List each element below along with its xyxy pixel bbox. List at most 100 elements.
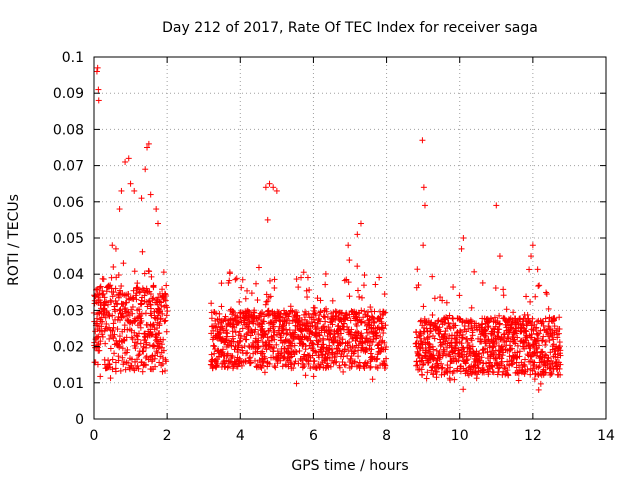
data-point [144, 322, 151, 329]
data-point [129, 336, 136, 343]
data-point [150, 284, 157, 291]
data-point [213, 363, 220, 370]
data-point [208, 300, 215, 307]
data-point [234, 349, 241, 356]
data-point [126, 319, 133, 326]
data-point [155, 309, 162, 316]
data-point [110, 289, 117, 296]
data-point [147, 291, 154, 298]
data-point [309, 322, 316, 329]
data-point [289, 308, 296, 315]
data-point [500, 292, 507, 299]
data-point [136, 306, 143, 313]
data-point [139, 248, 146, 255]
data-point [208, 315, 215, 322]
data-point [322, 351, 329, 358]
data-point [310, 373, 317, 380]
data-point [115, 272, 122, 279]
data-point [367, 363, 374, 370]
data-point [134, 336, 141, 343]
data-point [95, 97, 102, 104]
data-point [122, 305, 129, 312]
data-point [266, 180, 273, 187]
data-point [556, 314, 563, 321]
y-tick-label: 0.09 [53, 86, 84, 102]
data-point [369, 339, 376, 346]
data-point [342, 346, 349, 353]
data-point [265, 337, 272, 344]
data-point [224, 364, 231, 371]
data-point [311, 319, 318, 326]
data-point [361, 272, 368, 279]
data-point [270, 345, 277, 352]
data-point [251, 309, 258, 316]
y-tick-label: 0.06 [53, 195, 84, 211]
data-point [102, 314, 109, 321]
data-point [234, 363, 241, 370]
data-point [429, 273, 436, 280]
data-point [336, 334, 343, 341]
data-point [243, 331, 250, 338]
data-point [301, 351, 308, 358]
data-point [100, 290, 107, 297]
data-point [163, 282, 170, 289]
data-point [260, 358, 267, 365]
data-point [496, 253, 503, 260]
data-point [452, 322, 459, 329]
data-point [456, 315, 463, 322]
data-point [523, 293, 530, 300]
data-point [500, 286, 507, 293]
data-point [161, 318, 168, 325]
data-point [129, 303, 136, 310]
data-point [322, 281, 329, 288]
data-point [281, 353, 288, 360]
data-point [344, 315, 351, 322]
data-point [248, 290, 255, 297]
data-point [218, 280, 225, 287]
data-point [160, 336, 167, 343]
data-point [309, 340, 316, 347]
data-point [111, 350, 118, 357]
data-point [317, 297, 324, 304]
data-point [338, 330, 345, 337]
data-point [501, 364, 508, 371]
data-point [118, 283, 125, 290]
data-point [101, 302, 108, 309]
data-point [138, 310, 145, 317]
data-point [467, 317, 474, 324]
data-point [150, 321, 157, 328]
data-point [137, 324, 144, 331]
data-point [383, 355, 390, 362]
data-point [445, 319, 452, 326]
data-point [156, 298, 163, 305]
data-point [293, 349, 300, 356]
data-point [451, 376, 458, 383]
data-point [465, 325, 472, 332]
data-point [303, 311, 310, 318]
data-point [419, 341, 426, 348]
data-point [340, 368, 347, 375]
data-point [414, 362, 421, 369]
data-point [125, 291, 132, 298]
data-point [312, 348, 319, 355]
data-point [356, 293, 363, 300]
data-point [152, 363, 159, 370]
data-point [325, 364, 332, 371]
data-point [251, 357, 258, 364]
x-tick-label: 14 [597, 428, 615, 444]
data-point [460, 386, 467, 393]
data-point [112, 245, 119, 252]
data-point [333, 358, 340, 365]
data-point [157, 315, 164, 322]
data-point [255, 343, 262, 350]
data-point [141, 270, 148, 277]
data-point [116, 287, 123, 294]
data-point [332, 359, 339, 366]
data-point [160, 347, 167, 354]
data-point [465, 372, 472, 379]
data-point [212, 346, 219, 353]
data-point [122, 308, 129, 315]
data-point [232, 329, 239, 336]
data-point [119, 354, 126, 361]
data-point [154, 312, 161, 319]
